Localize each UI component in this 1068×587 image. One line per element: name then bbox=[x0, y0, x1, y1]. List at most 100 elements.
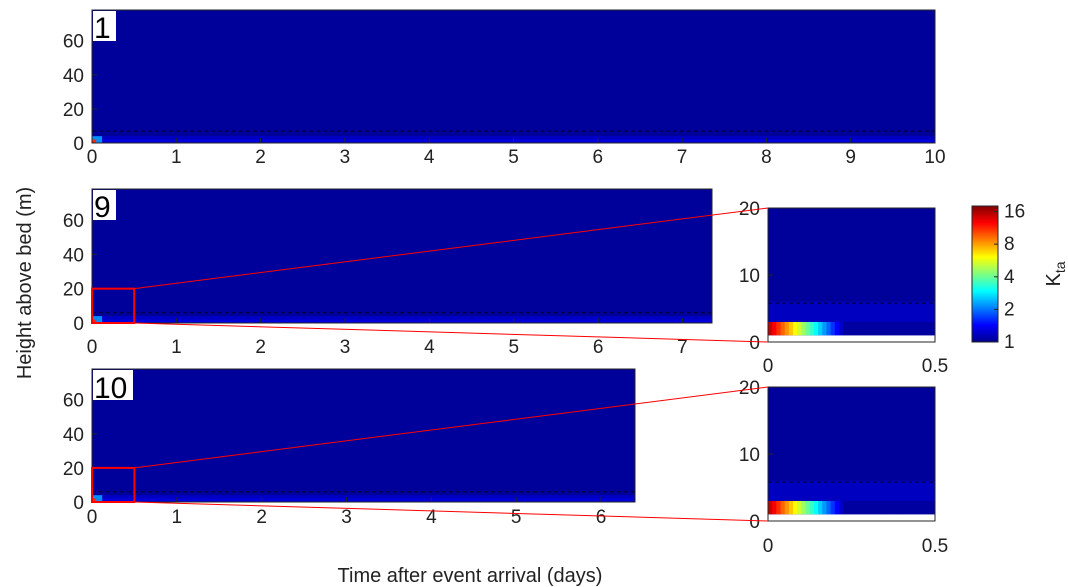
peak-cell bbox=[92, 498, 97, 502]
heatmap-field bbox=[92, 189, 712, 323]
y-tick-label: 20 bbox=[739, 378, 760, 399]
panel-id-label: 9 bbox=[94, 191, 111, 224]
band-cell bbox=[784, 321, 790, 336]
colorbar-tick-label: 2 bbox=[1004, 299, 1015, 320]
y-tick-label: 0 bbox=[749, 512, 760, 533]
above-band bbox=[768, 480, 935, 501]
band-cell bbox=[872, 500, 878, 515]
band-cell bbox=[897, 500, 903, 515]
y-tick-label: 0 bbox=[73, 134, 84, 155]
x-tick-label: 1 bbox=[171, 147, 182, 168]
band-cell bbox=[809, 500, 815, 515]
band-cell bbox=[922, 500, 928, 515]
band-cell bbox=[818, 500, 823, 515]
band-cell bbox=[826, 321, 832, 336]
band-cell bbox=[813, 321, 819, 336]
band-cell bbox=[805, 500, 811, 515]
x-axis-label: Time after event arrival (days) bbox=[338, 565, 603, 587]
panel-9-zoom: 0 0.5 0 10 20 bbox=[739, 199, 948, 377]
y-tick-label: 40 bbox=[63, 245, 84, 266]
peak-cell bbox=[92, 319, 97, 323]
early-high-cell bbox=[92, 495, 103, 502]
x-tick-label: 2 bbox=[255, 147, 266, 168]
band-cell bbox=[914, 500, 919, 515]
panel-id-label: 1 bbox=[94, 12, 111, 45]
y-tick-label: 20 bbox=[63, 100, 84, 121]
band-cell bbox=[793, 321, 798, 336]
band-cell bbox=[905, 321, 911, 336]
band-cell bbox=[851, 500, 857, 515]
panel-id-box bbox=[93, 190, 116, 220]
x-tick-label: 0.5 bbox=[922, 356, 948, 377]
panel-id-box bbox=[93, 370, 133, 400]
band-cell bbox=[930, 321, 936, 336]
band-cell bbox=[868, 500, 873, 515]
colorbar-tick-label: 16 bbox=[1004, 202, 1025, 223]
y-tick-label: 10 bbox=[739, 266, 760, 287]
band-cell bbox=[868, 321, 873, 336]
heatmap-field bbox=[92, 10, 935, 143]
band-cell bbox=[847, 500, 852, 515]
y-tick-label: 20 bbox=[63, 280, 84, 301]
y-tick-label: 0 bbox=[73, 314, 84, 335]
band-cell bbox=[847, 321, 852, 336]
x-tick-label: 0 bbox=[87, 147, 98, 168]
band-cell bbox=[909, 321, 915, 336]
band-cell bbox=[855, 500, 861, 515]
band-cell bbox=[889, 321, 894, 336]
band-cell bbox=[780, 321, 786, 336]
band-cell bbox=[880, 500, 886, 515]
band-cell bbox=[772, 321, 777, 336]
x-tick-label: 0 bbox=[87, 507, 98, 528]
band-cell bbox=[859, 500, 865, 515]
band-cell bbox=[884, 500, 890, 515]
band-cell bbox=[830, 500, 836, 515]
x-tick-label: 6 bbox=[593, 147, 604, 168]
x-tick-label: 3 bbox=[340, 147, 351, 168]
x-tick-label: 0.5 bbox=[922, 536, 948, 557]
band-cell bbox=[838, 321, 844, 336]
y-tick-label: 10 bbox=[739, 445, 760, 466]
colorbar-tick-label: 8 bbox=[1004, 234, 1015, 255]
heatmap-field bbox=[92, 369, 635, 502]
panel-id-box bbox=[93, 11, 116, 41]
y-tick-label: 60 bbox=[63, 391, 84, 412]
y-tick-label: 0 bbox=[73, 493, 84, 514]
connector-top bbox=[134, 386, 769, 469]
y-tick-label: 20 bbox=[63, 459, 84, 480]
axes-frame bbox=[91, 368, 636, 503]
colorbar-label-subscript: ta bbox=[1052, 261, 1068, 273]
colorbar-scale bbox=[971, 205, 999, 343]
x-tick-label: 9 bbox=[845, 147, 856, 168]
band-cell bbox=[926, 500, 932, 515]
connector-bottom bbox=[134, 501, 769, 522]
band-cell bbox=[813, 500, 819, 515]
band-cell bbox=[901, 500, 907, 515]
band-cell bbox=[797, 500, 802, 515]
band-cell bbox=[893, 500, 898, 515]
band-cell bbox=[830, 321, 836, 336]
band-cell bbox=[922, 321, 928, 336]
x-tick-label: 2 bbox=[255, 337, 266, 358]
band-cell bbox=[801, 321, 807, 336]
band-cell bbox=[826, 500, 832, 515]
x-tick-label: 8 bbox=[761, 147, 772, 168]
band-cell bbox=[809, 321, 815, 336]
peak-cell bbox=[92, 139, 97, 143]
band-cell bbox=[822, 321, 827, 336]
band-cell bbox=[901, 321, 907, 336]
band-cell bbox=[784, 500, 790, 515]
y-tick-label: 60 bbox=[63, 32, 84, 53]
band-cell bbox=[834, 500, 840, 515]
band-cell bbox=[805, 321, 811, 336]
band-cell bbox=[897, 321, 903, 336]
band-cell bbox=[776, 321, 782, 336]
band-cell bbox=[864, 500, 869, 515]
y-tick-label: 60 bbox=[63, 211, 84, 232]
band-cell bbox=[914, 321, 919, 336]
x-tick-label: 5 bbox=[508, 337, 519, 358]
band-cell bbox=[884, 321, 890, 336]
band-cell bbox=[780, 500, 786, 515]
above-band bbox=[768, 301, 935, 322]
